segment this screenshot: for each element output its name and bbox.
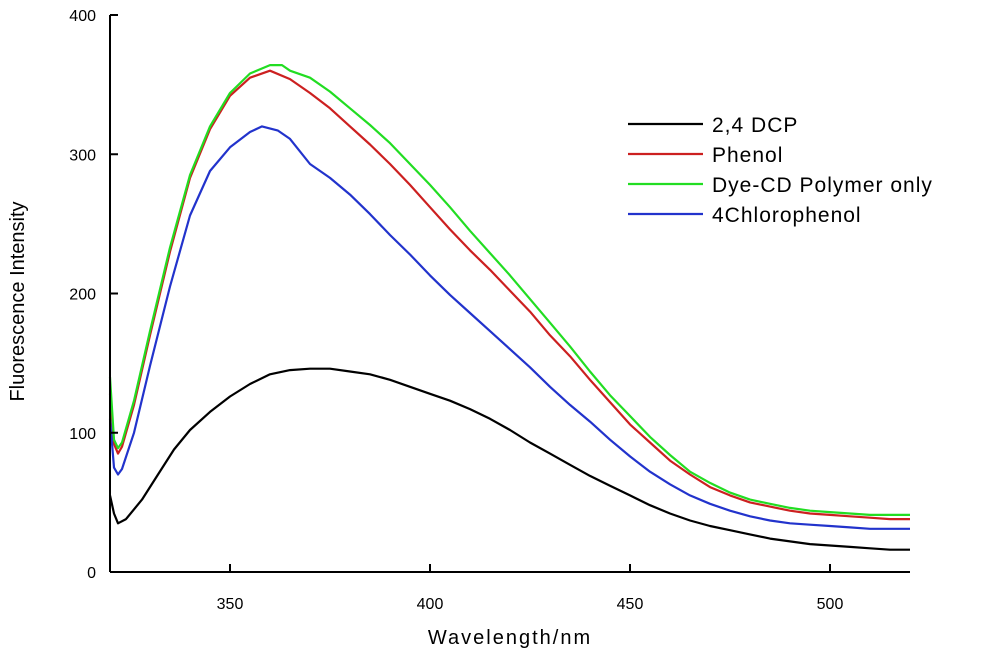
- axis-ticks: 350 400 450 500 0 100 200 300 400: [69, 8, 843, 613]
- legend-label: Dye-CD Polymer only: [712, 174, 933, 197]
- axes: [109, 15, 910, 573]
- legend-label: Phenol: [712, 144, 783, 167]
- series-line-2: [108, 63, 910, 516]
- y-tick-label: 0: [87, 565, 96, 582]
- legend-label: 2,4 DCP: [712, 114, 798, 137]
- y-tick-label: 200: [69, 287, 96, 304]
- legend: 2,4 DCP Phenol Dye-CD Polymer only 4Chlorop…: [628, 114, 933, 227]
- x-tick-label: 450: [617, 596, 644, 613]
- series-line-3: [108, 125, 910, 530]
- y-tick-label: 400: [69, 8, 96, 25]
- series-line-1: [108, 69, 910, 521]
- x-tick-label: 500: [817, 596, 844, 613]
- legend-label: 4Chlorophenol: [712, 204, 862, 227]
- x-tick-label: 350: [217, 596, 244, 613]
- series-lines: [108, 63, 910, 551]
- y-axis-title: Fluorescence Intensity: [7, 201, 29, 401]
- x-axis-title: Wavelength/nm: [428, 627, 592, 649]
- y-tick-label: 100: [69, 426, 96, 443]
- x-tick-label: 400: [417, 596, 444, 613]
- y-tick-label: 300: [69, 147, 96, 164]
- series-line-0: [108, 367, 910, 551]
